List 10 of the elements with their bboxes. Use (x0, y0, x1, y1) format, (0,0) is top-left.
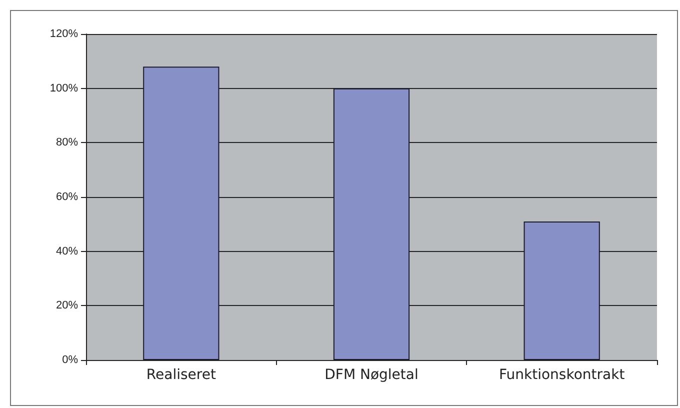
y-tick-label: 20% (56, 300, 78, 312)
x-tick-label: Funktionskontrakt (498, 367, 626, 383)
y-tick-label: 0% (62, 354, 78, 366)
x-tick-label: Realiseret (146, 367, 216, 383)
x-tick-label: DFM Nøgletal (324, 367, 418, 383)
y-tick-label: 40% (56, 245, 78, 258)
y-tick-label: 120% (50, 28, 78, 40)
y-tick-label: 60% (56, 191, 78, 203)
y-tick-label: 100% (50, 82, 78, 94)
y-tick-label: 80% (56, 136, 78, 149)
